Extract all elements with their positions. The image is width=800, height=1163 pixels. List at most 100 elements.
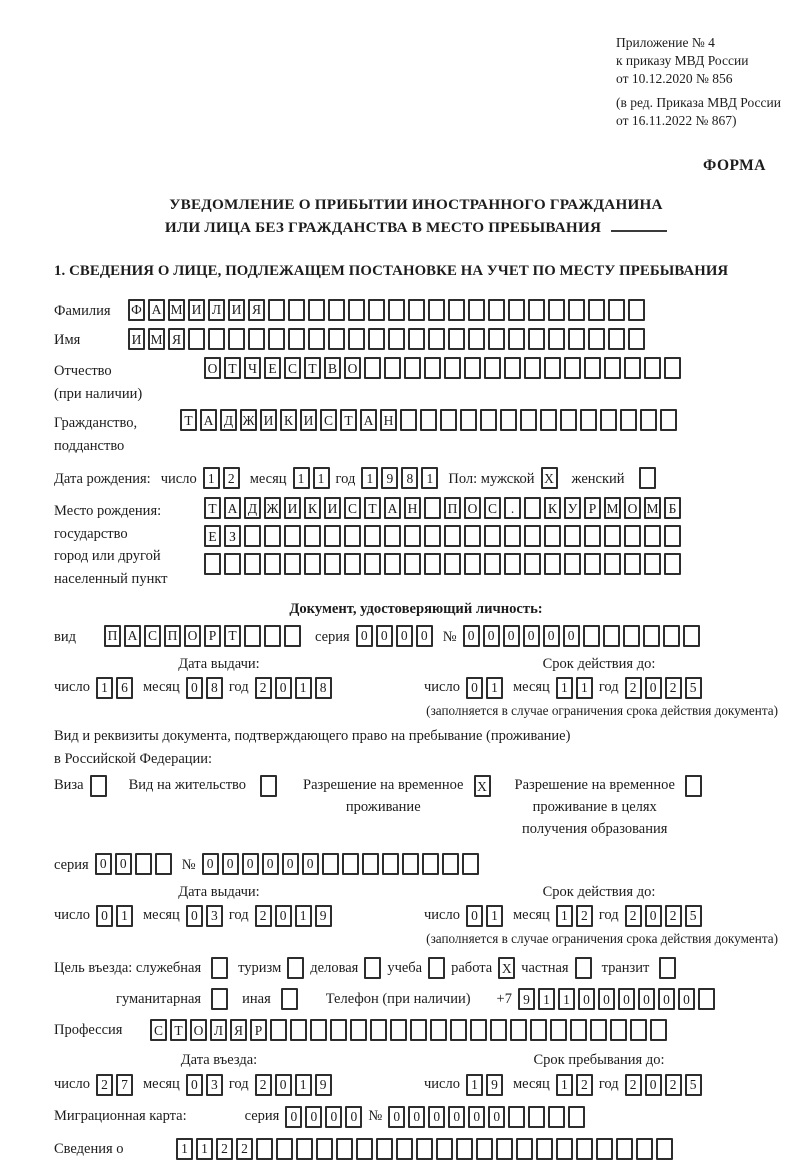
- form-cell[interactable]: [568, 1105, 586, 1128]
- form-cell[interactable]: [584, 357, 601, 380]
- form-cell[interactable]: [330, 1019, 347, 1042]
- form-cell[interactable]: [624, 357, 641, 380]
- form-cell[interactable]: [336, 1137, 353, 1160]
- form-cell[interactable]: Т: [180, 409, 197, 432]
- form-cell[interactable]: [204, 553, 221, 576]
- form-cell[interactable]: [504, 525, 521, 548]
- form-cell[interactable]: [476, 1137, 493, 1160]
- form-cell[interactable]: И: [284, 497, 301, 520]
- form-cell[interactable]: П: [444, 497, 461, 520]
- form-cell[interactable]: [428, 328, 445, 351]
- form-cell[interactable]: [576, 1137, 593, 1160]
- form-cell[interactable]: 0: [274, 904, 292, 927]
- form-cell[interactable]: К: [280, 409, 297, 432]
- form-cell[interactable]: [524, 497, 541, 520]
- form-cell[interactable]: 2: [664, 676, 682, 699]
- form-cell[interactable]: [484, 553, 501, 576]
- form-cell[interactable]: [324, 525, 341, 548]
- form-cell[interactable]: [284, 553, 301, 576]
- form-cell[interactable]: 9: [314, 1073, 332, 1096]
- form-cell[interactable]: [211, 988, 229, 1011]
- form-cell[interactable]: [384, 525, 401, 548]
- form-cell[interactable]: [464, 553, 481, 576]
- form-cell[interactable]: 0: [644, 904, 662, 927]
- form-cell[interactable]: [256, 1137, 273, 1160]
- form-cell[interactable]: [642, 624, 660, 647]
- form-cell[interactable]: 0: [375, 624, 393, 647]
- form-cell[interactable]: С: [144, 624, 161, 647]
- form-cell[interactable]: 0: [465, 676, 483, 699]
- form-cell[interactable]: С: [320, 409, 337, 432]
- form-cell[interactable]: 2: [254, 676, 272, 699]
- form-cell[interactable]: [436, 1137, 453, 1160]
- form-cell[interactable]: [448, 328, 465, 351]
- form-cell[interactable]: [316, 1137, 333, 1160]
- form-cell[interactable]: [544, 553, 561, 576]
- form-cell[interactable]: 1: [555, 676, 573, 699]
- form-cell[interactable]: [400, 409, 417, 432]
- form-cell[interactable]: [500, 409, 517, 432]
- form-cell[interactable]: [450, 1019, 467, 1042]
- form-cell[interactable]: 0: [597, 988, 615, 1011]
- form-cell[interactable]: Ж: [264, 497, 281, 520]
- form-cell[interactable]: [384, 553, 401, 576]
- form-cell[interactable]: 0: [644, 1073, 662, 1096]
- form-cell[interactable]: [484, 357, 501, 380]
- form-cell[interactable]: [290, 1019, 307, 1042]
- form-cell[interactable]: 0: [468, 1105, 486, 1128]
- form-cell[interactable]: 1: [555, 904, 573, 927]
- form-cell[interactable]: [341, 852, 359, 875]
- form-cell[interactable]: 2: [664, 1073, 682, 1096]
- form-cell[interactable]: X: [540, 467, 558, 490]
- form-cell[interactable]: 1: [555, 1073, 573, 1096]
- form-cell[interactable]: [468, 328, 485, 351]
- form-cell[interactable]: [628, 328, 645, 351]
- form-cell[interactable]: 0: [542, 624, 560, 647]
- form-cell[interactable]: [370, 1019, 387, 1042]
- form-cell[interactable]: 9: [381, 467, 399, 490]
- form-cell[interactable]: [276, 1137, 293, 1160]
- form-cell[interactable]: 1: [557, 988, 575, 1011]
- form-cell[interactable]: 1: [115, 904, 133, 927]
- form-cell[interactable]: 0: [637, 988, 655, 1011]
- form-cell[interactable]: А: [224, 497, 241, 520]
- form-cell[interactable]: [404, 357, 421, 380]
- form-cell[interactable]: [328, 328, 345, 351]
- form-cell[interactable]: [410, 1019, 427, 1042]
- form-cell[interactable]: 0: [185, 1073, 203, 1096]
- form-cell[interactable]: 0: [482, 624, 500, 647]
- form-cell[interactable]: 9: [314, 904, 332, 927]
- form-cell[interactable]: [308, 299, 325, 322]
- form-cell[interactable]: 0: [285, 1105, 303, 1128]
- form-cell[interactable]: 0: [241, 852, 259, 875]
- form-cell[interactable]: [580, 409, 597, 432]
- form-cell[interactable]: У: [564, 497, 581, 520]
- form-cell[interactable]: [288, 328, 305, 351]
- form-cell[interactable]: 0: [488, 1105, 506, 1128]
- form-cell[interactable]: Р: [584, 497, 601, 520]
- form-cell[interactable]: Е: [204, 525, 221, 548]
- form-cell[interactable]: 9: [485, 1073, 503, 1096]
- form-cell[interactable]: [574, 957, 592, 980]
- form-cell[interactable]: 2: [624, 1073, 642, 1096]
- form-cell[interactable]: [684, 775, 702, 798]
- form-cell[interactable]: [264, 624, 281, 647]
- form-cell[interactable]: Я: [248, 299, 265, 322]
- form-cell[interactable]: [608, 299, 625, 322]
- form-cell[interactable]: 1: [421, 467, 439, 490]
- form-cell[interactable]: [356, 1137, 373, 1160]
- form-cell[interactable]: [396, 1137, 413, 1160]
- form-cell[interactable]: 0: [95, 904, 113, 927]
- form-cell[interactable]: [470, 1019, 487, 1042]
- form-cell[interactable]: 1: [361, 467, 379, 490]
- form-cell[interactable]: [697, 988, 715, 1011]
- form-cell[interactable]: [484, 525, 501, 548]
- form-cell[interactable]: 0: [462, 624, 480, 647]
- form-cell[interactable]: Р: [204, 624, 221, 647]
- form-cell[interactable]: [528, 1105, 546, 1128]
- form-cell[interactable]: [620, 409, 637, 432]
- form-cell[interactable]: [496, 1137, 513, 1160]
- form-cell[interactable]: И: [260, 409, 277, 432]
- form-cell[interactable]: [430, 1019, 447, 1042]
- form-cell[interactable]: [468, 299, 485, 322]
